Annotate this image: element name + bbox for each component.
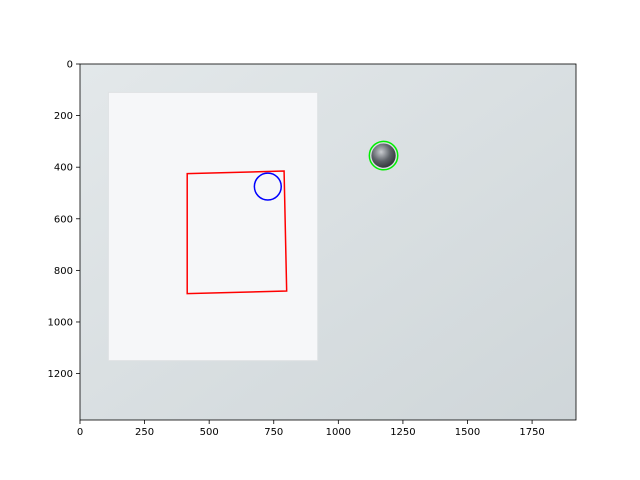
x-tick-label: 1500: [455, 427, 480, 438]
paper-sheet: [107, 91, 319, 362]
x-tick-label: 500: [200, 427, 219, 438]
image-plot-area: [80, 64, 576, 420]
x-tick-label: 250: [135, 427, 154, 438]
x-tick-label: 1000: [326, 427, 351, 438]
y-tick-label: 800: [54, 266, 73, 277]
x-tick-label: 1250: [390, 427, 415, 438]
y-tick-label: 0: [67, 60, 73, 71]
y-tick-label: 400: [54, 163, 73, 174]
y-tick-label: 200: [54, 111, 73, 122]
overlay-circle-2: [368, 140, 399, 171]
x-axis: 0 250 500 750 1000 1250 1500 1750: [77, 420, 545, 438]
y-tick-label: 600: [54, 214, 73, 225]
overlay-polygon-0: [186, 170, 288, 295]
coin: [371, 143, 396, 168]
overlay-layer: [186, 140, 399, 295]
x-tick-label: 0: [77, 427, 83, 438]
y-tick-label: 1200: [48, 369, 73, 380]
y-axis: 0 200 400 600 800 1000 1200: [48, 60, 80, 380]
x-tick-label: 750: [264, 427, 283, 438]
overlay-circle-1: [253, 172, 282, 201]
axes-frame: [79, 63, 577, 421]
y-tick-label: 1000: [48, 317, 73, 328]
x-tick-label: 1750: [519, 427, 544, 438]
